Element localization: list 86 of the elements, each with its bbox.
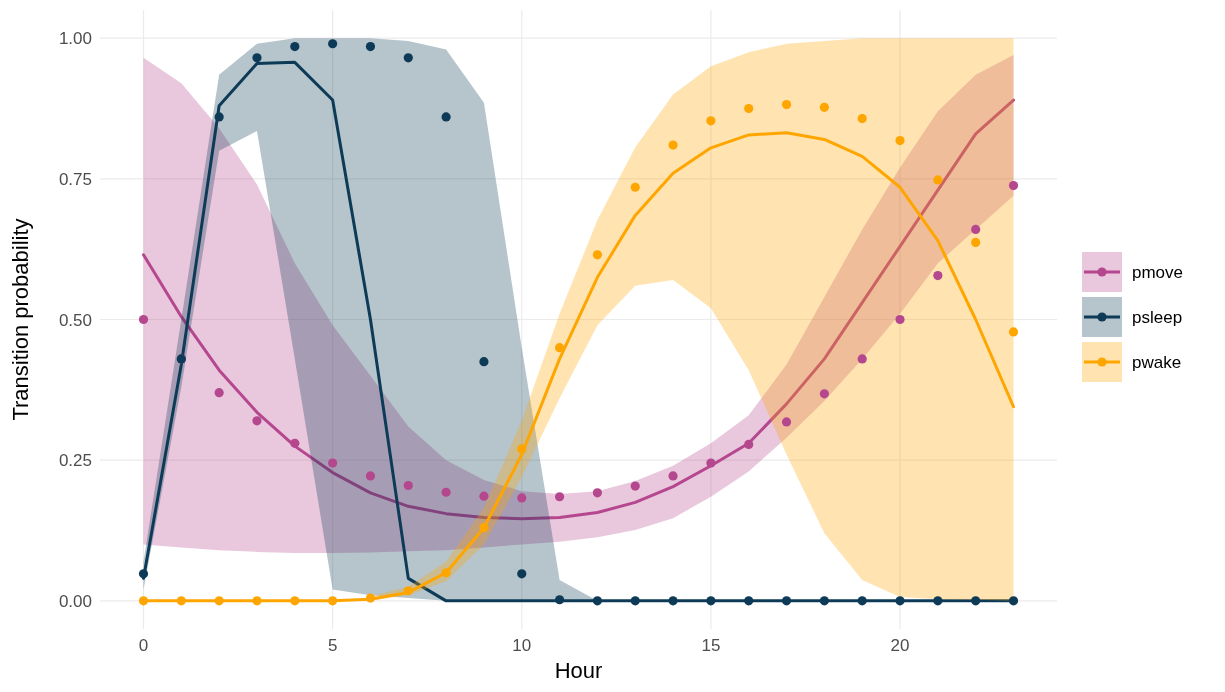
point [328,458,338,468]
point [857,114,867,124]
point [252,596,262,606]
point [1008,596,1019,606]
point [479,491,489,501]
point [592,596,603,606]
point [214,112,224,122]
y-tick-label: 1.00 [58,29,92,49]
point [819,102,829,112]
x-tick-label: 20 [890,636,910,655]
x-tick-label: 0 [138,636,149,655]
point [554,343,565,353]
point [819,389,829,399]
point [290,596,300,606]
point [668,471,678,481]
point [744,596,754,606]
x-axis-title: Hour [554,658,603,683]
point [479,357,489,367]
point [554,595,565,605]
point [365,593,376,603]
point [706,116,716,126]
legend-label: pwake [1132,353,1182,372]
point [403,586,413,596]
point [706,596,716,606]
point [252,416,262,426]
point [214,596,224,606]
point [971,237,981,248]
point [403,53,413,63]
point [441,487,451,497]
point [630,481,640,491]
point [592,488,603,498]
point [857,354,867,364]
point [744,439,754,450]
point [819,596,829,606]
point [1008,327,1019,337]
point [290,438,300,448]
point [138,314,149,325]
x-tick-label: 10 [512,636,532,655]
legend-label: psleep [1132,308,1183,327]
y-tick-label: 0.50 [58,310,92,330]
point [554,492,565,502]
point [592,250,603,260]
point [971,596,981,606]
point [214,388,224,398]
point [630,182,640,192]
y-axis-title: Transition probability [8,218,33,421]
y-tick-label: 0.75 [58,169,92,189]
point [895,596,905,606]
point [517,493,527,503]
point [290,41,300,52]
point [933,596,943,606]
point [781,99,792,110]
x-tick-label: 15 [701,636,721,655]
point [138,569,149,579]
point [744,103,754,114]
point [933,175,943,185]
point [933,271,943,281]
point [668,140,678,150]
point [1008,180,1019,191]
point [706,458,716,468]
legend-label: pmove [1132,263,1184,282]
point [781,596,792,606]
point [441,568,451,578]
point [971,224,981,235]
point [630,596,640,606]
point [328,596,338,606]
y-tick-label: 0.00 [58,591,92,611]
point [365,471,376,481]
point [138,596,149,606]
point [781,417,792,427]
point [517,444,527,454]
line-series [142,98,1015,521]
point [517,569,527,579]
y-tick-label: 0.25 [58,451,92,471]
point [328,39,338,49]
point [176,596,186,606]
point [857,596,867,606]
point [441,112,451,122]
point [403,480,413,491]
point [365,41,376,52]
point [252,53,262,63]
point [668,596,678,606]
x-tick-label: 5 [327,636,338,655]
point [895,314,905,325]
point [479,523,489,533]
point [895,135,905,146]
